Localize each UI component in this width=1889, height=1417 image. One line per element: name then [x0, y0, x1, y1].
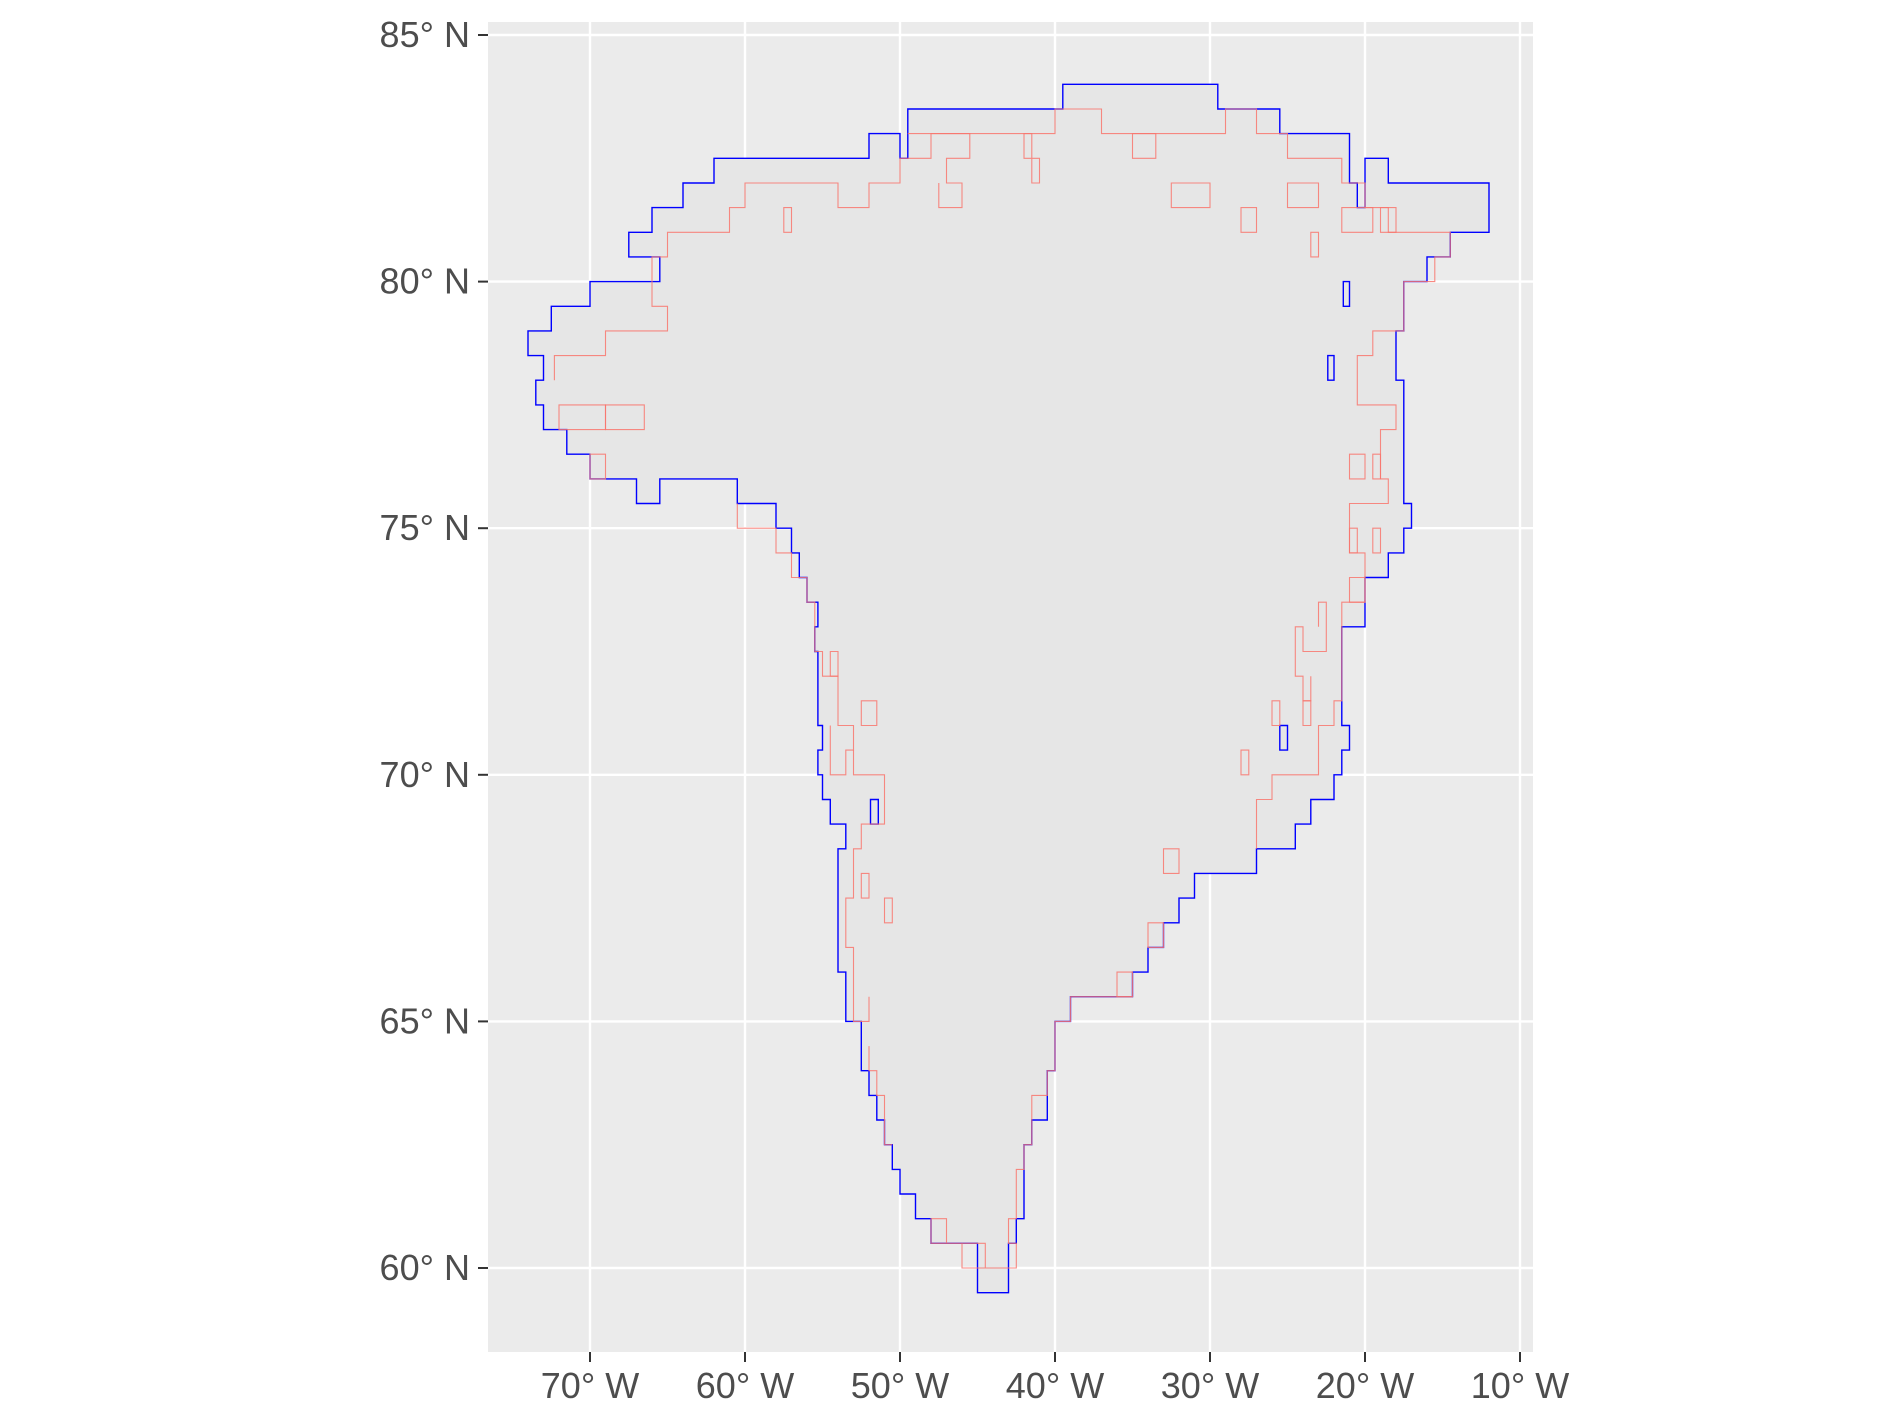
- x-tick-label: 10° W: [1471, 1365, 1569, 1406]
- fine-outline-ring: [1023, 133, 1041, 184]
- map-outlines: [527, 83, 1490, 1294]
- fine-outline-ring: [553, 108, 1451, 849]
- fine-outline-ring: [1116, 971, 1134, 998]
- fine-outline-ring: [883, 897, 893, 924]
- fine-outline-layer: [553, 108, 1451, 1269]
- fine-outline-ring: [1271, 700, 1281, 727]
- fine-outline-ring: [1348, 453, 1366, 480]
- fine-outline-ring: [736, 503, 855, 776]
- fine-outline-ring: [1286, 182, 1320, 209]
- y-tick-label: 70° N: [380, 754, 470, 795]
- x-tick-label: 70° W: [541, 1365, 639, 1406]
- fine-outline-ring: [1240, 207, 1258, 233]
- fine-outline-ring: [1147, 922, 1165, 948]
- fine-outline-ring: [1302, 700, 1312, 727]
- x-tick-label: 20° W: [1316, 1365, 1414, 1406]
- fine-outline-ring: [1162, 848, 1180, 874]
- y-tick-label: 60° N: [380, 1247, 470, 1288]
- fine-outline-ring: [868, 1046, 893, 1146]
- y-tick-label: 75° N: [380, 507, 470, 548]
- coarse-outline-ring: [1279, 724, 1289, 751]
- fine-outline-ring: [1341, 207, 1374, 233]
- fine-outline-ring: [907, 133, 971, 209]
- fine-outline-ring: [1131, 133, 1157, 159]
- fine-outline-ring: [1348, 576, 1366, 603]
- x-axis: 70° W 60° W 50° W 40° W 30° W 20° W 10° W: [541, 1352, 1569, 1406]
- coarse-outline-ring: [869, 798, 879, 825]
- x-tick-label: 60° W: [696, 1365, 794, 1406]
- fine-outline-ring: [1372, 527, 1382, 554]
- coarse-outline-layer: [527, 83, 1490, 1294]
- fine-outline-ring: [860, 700, 878, 727]
- x-tick-label: 50° W: [851, 1365, 949, 1406]
- y-tick-label: 65° N: [380, 1000, 470, 1041]
- fine-outline-ring: [829, 650, 839, 677]
- y-tick-label: 85° N: [380, 14, 470, 55]
- fine-outline-ring: [604, 404, 645, 431]
- fine-outline-ring: [1240, 749, 1250, 776]
- y-tick-label: 80° N: [380, 261, 470, 302]
- y-axis: 60° N 65° N 70° N 75° N 80° N 85° N: [380, 14, 488, 1288]
- fine-outline-ring: [845, 750, 886, 1022]
- coarse-outline-ring: [1327, 354, 1335, 381]
- coarse-outline-ring: [1342, 280, 1351, 307]
- fine-outline-ring: [1372, 453, 1382, 480]
- fine-outline-ring: [860, 872, 870, 899]
- fine-outline-ring: [783, 207, 793, 233]
- coarse-outline-ring: [527, 83, 1490, 1294]
- fine-outline-ring: [1348, 527, 1358, 554]
- fine-outline-ring: [1170, 182, 1211, 209]
- fine-outline-ring: [589, 453, 607, 480]
- x-tick-label: 40° W: [1006, 1365, 1104, 1406]
- fine-outline-ring: [1379, 207, 1397, 233]
- x-tick-label: 30° W: [1161, 1365, 1259, 1406]
- fine-outline-ring: [1310, 231, 1320, 258]
- fine-outline-ring: [930, 996, 1133, 1269]
